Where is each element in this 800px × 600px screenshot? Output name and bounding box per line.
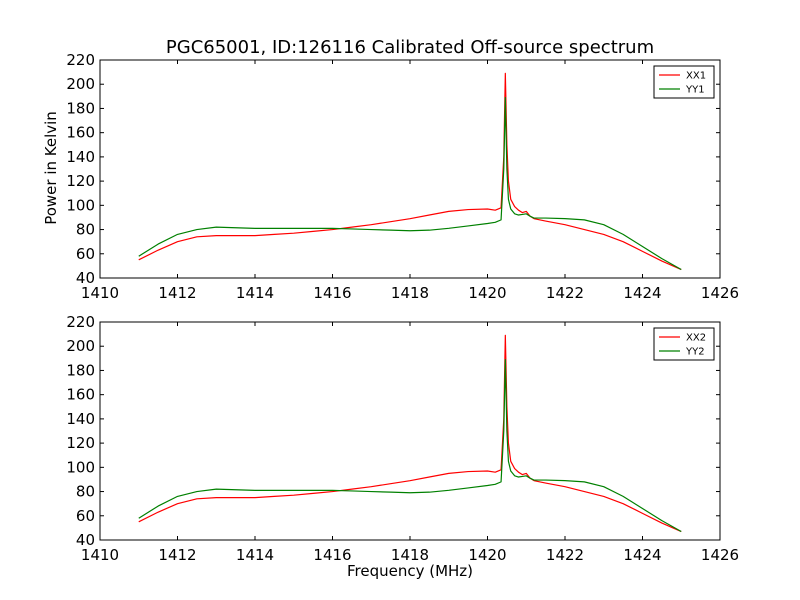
- top-series-line-xx1: [138, 72, 682, 271]
- bottom-x-tick-label: 1412: [158, 546, 196, 564]
- bottom-y-tick-label: 120: [66, 434, 95, 452]
- top-legend-label-xx1: XX1: [686, 71, 706, 82]
- bottom-x-tick-label: 1414: [236, 546, 274, 564]
- bottom-subplot: 1410 1412 1414 1416 1418 1420 1422 1424 1426 40 60…: [66, 313, 739, 564]
- bottom-y-tick-label: 200: [66, 337, 95, 355]
- bottom-y-tick-label: 140: [66, 410, 95, 428]
- top-series-line-yy1: [138, 96, 682, 271]
- top-legend-label-yy1: YY1: [685, 85, 705, 96]
- top-y-tick-label: 100: [66, 196, 95, 214]
- top-x-tick-label: 1418: [391, 284, 429, 302]
- top-x-tick-label: 1412: [158, 284, 196, 302]
- bottom-y-tick-label: 60: [76, 507, 95, 525]
- bottom-x-tick-label: 1418: [391, 546, 429, 564]
- top-x-tick-label: 1414: [236, 284, 274, 302]
- bottom-legend-label-yy2: YY2: [685, 347, 705, 358]
- top-x-tick-label: 1424: [623, 284, 661, 302]
- bottom-y-tick-label: 40: [76, 531, 95, 549]
- y-axis-label: Power in Kelvin: [42, 111, 60, 225]
- x-axis-label: Frequency (MHz): [347, 562, 473, 580]
- top-x-tick-label: 1416: [313, 284, 351, 302]
- top-legend-box: [653, 65, 715, 99]
- top-y-tick-label: 200: [66, 75, 95, 93]
- bottom-x-tick-label: 1420: [468, 546, 506, 564]
- bottom-series-line-xx2: [138, 334, 682, 533]
- top-x-tick-label: 1420: [468, 284, 506, 302]
- bottom-legend-label-xx2: XX2: [686, 333, 706, 344]
- bottom-y-tick-label: 160: [66, 386, 95, 404]
- top-subplot: 1410 1412 1414 1416 1418 1420 1422 1424 1426 40 60…: [66, 51, 739, 302]
- top-x-tick-label: 1410: [81, 284, 119, 302]
- top-y-tick-label: 180: [66, 99, 95, 117]
- top-x-tick-label: 1426: [701, 284, 739, 302]
- bottom-x-tick-label: 1410: [81, 546, 119, 564]
- top-y-tick-label: 220: [66, 51, 95, 69]
- bottom-x-tick-label: 1416: [313, 546, 351, 564]
- top-y-tick-label: 60: [76, 245, 95, 263]
- top-x-tick-label: 1422: [546, 284, 584, 302]
- bottom-y-tick-label: 220: [66, 313, 95, 331]
- top-y-tick-label: 80: [76, 221, 95, 239]
- chart-title: PGC65001, ID:126116 Calibrated Off-sourc…: [166, 37, 654, 58]
- bottom-y-tick-label: 100: [66, 458, 95, 476]
- top-y-tick-label: 120: [66, 172, 95, 190]
- top-y-tick-label: 160: [66, 124, 95, 142]
- bottom-y-tick-label: 80: [76, 483, 95, 501]
- bottom-y-tick-label: 180: [66, 361, 95, 379]
- bottom-series-line-yy2: [138, 358, 682, 533]
- bottom-legend-box: [653, 327, 715, 361]
- bottom-x-tick-label: 1424: [623, 546, 661, 564]
- bottom-x-tick-label: 1422: [546, 546, 584, 564]
- bottom-x-tick-label: 1426: [701, 546, 739, 564]
- top-y-tick-label: 40: [76, 269, 95, 287]
- top-y-tick-label: 140: [66, 148, 95, 166]
